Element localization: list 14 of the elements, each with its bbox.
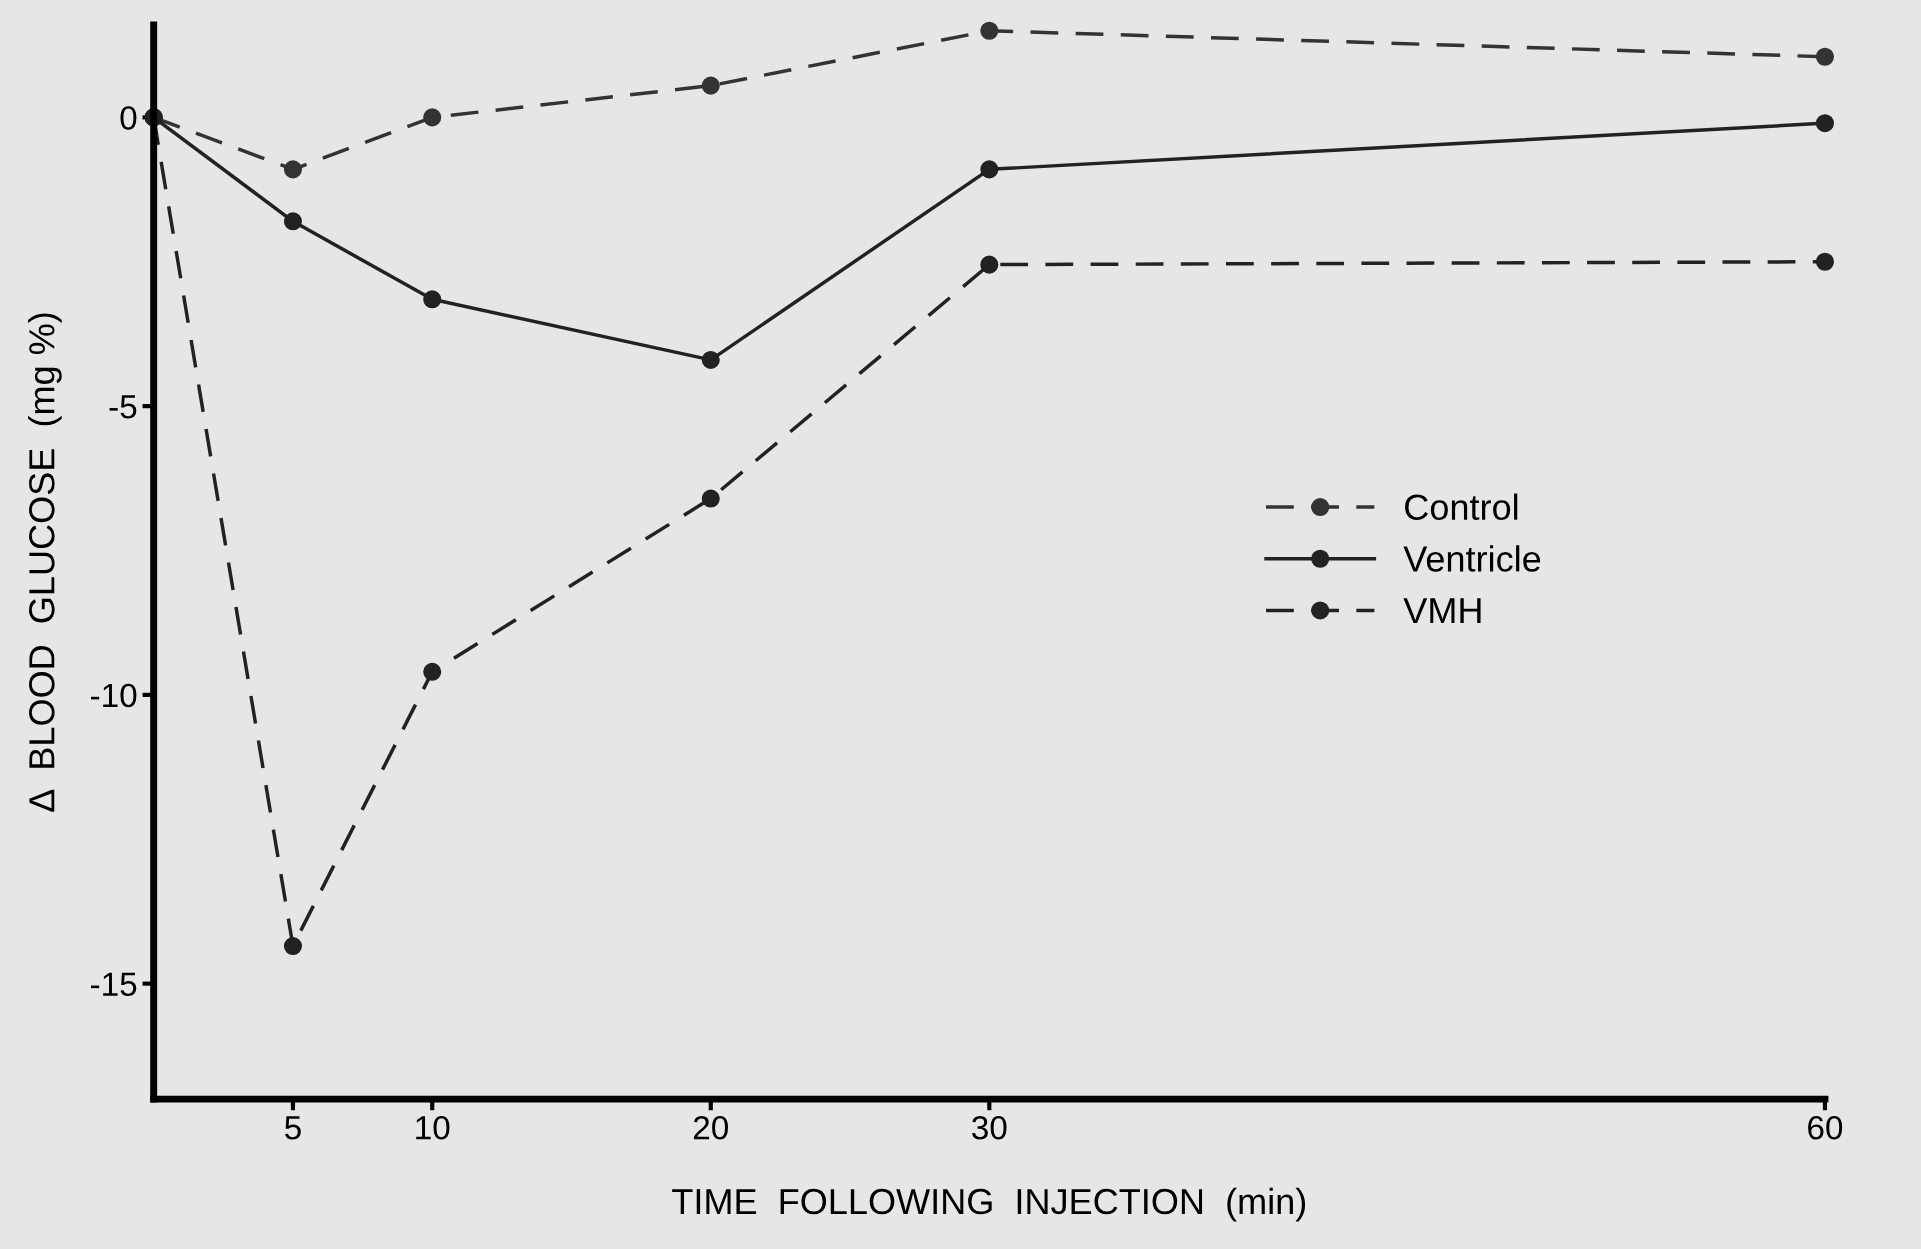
legend-label: Control [1405,493,1518,521]
x-tick-label: 5 [285,1116,301,1140]
x-tick-label: 30 [972,1115,1007,1140]
x-tick-label: 10 [416,1115,450,1140]
legend-label: Ventricle [1403,545,1541,572]
x-tick-label: 20 [693,1115,729,1140]
y-axis-title: Δ BLOOD GLUCOSE (mg %) [28,313,62,812]
legend-label: VMH [1403,598,1481,624]
y-tick-label: -5 [109,395,137,419]
x-axis-title: TIME FOLLOWING INJECTION (min) [672,1187,1306,1222]
x-tick-label: 60 [1808,1115,1843,1140]
y-tick-label: -10 [91,683,137,708]
y-tick-label: -15 [91,972,137,997]
y-tick-label: 0 [120,106,137,130]
